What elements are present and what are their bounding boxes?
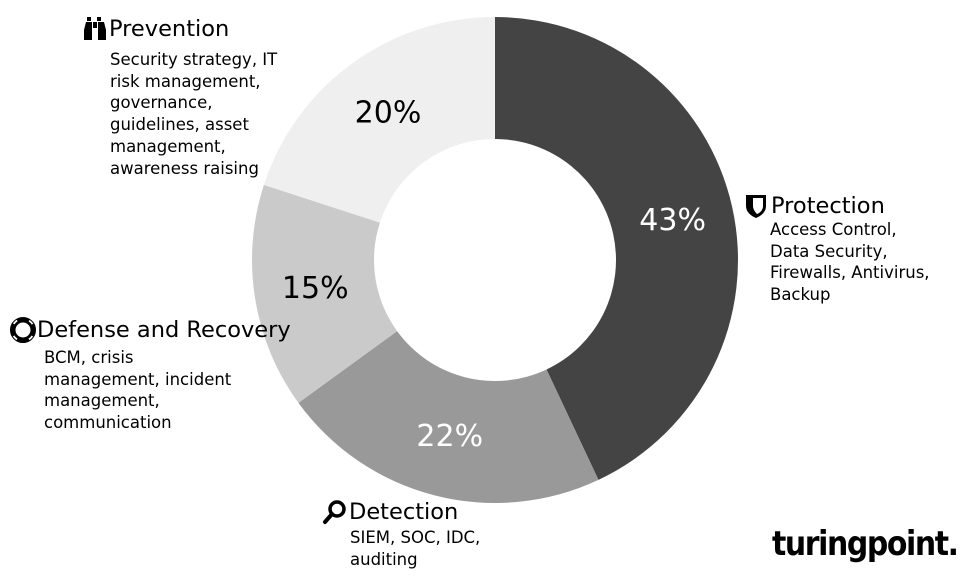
defense-recovery-description: BCM, crisis management, incident managem… [44,348,232,433]
legend-detection: Detection SIEM, SOC, IDC, auditing [322,499,480,570]
defense-recovery-title: Defense and Recovery [37,317,291,343]
prevention-description: Security strategy, IT risk management, g… [110,50,278,178]
percentage-labels: 43% 22% 15% 20% [282,95,706,454]
donut-slices [251,17,738,504]
prevention-title: Prevention [109,16,230,42]
magnifier-icon [323,500,346,524]
legend-defense-recovery: Defense and Recovery BCM, crisis managem… [10,317,291,434]
binoculars-icon [84,17,106,40]
legend-prevention: Prevention Security strategy, IT risk ma… [82,16,277,179]
legend-protection: Protection Access Control, Data Security… [744,193,930,306]
slice-detection [298,331,599,504]
pct-label-detection: 22% [416,419,483,454]
detection-description: SIEM, SOC, IDC, auditing [350,528,481,569]
slice-protection [495,17,738,480]
pct-label-protection: 43% [639,203,706,238]
protection-description: Access Control, Data Security, Firewalls… [770,220,930,305]
lifebuoy-icon [10,317,36,343]
slice-defense-and-recovery [251,184,398,403]
slice-prevention [263,17,495,223]
protection-title: Protection [771,193,885,219]
pct-label-prevention: 20% [355,95,422,130]
detection-title: Detection [349,499,459,525]
turingpoint-logo: turingpoint. [772,524,959,564]
shield-icon [746,195,766,218]
pct-label-defense-and-recovery: 15% [282,271,349,306]
